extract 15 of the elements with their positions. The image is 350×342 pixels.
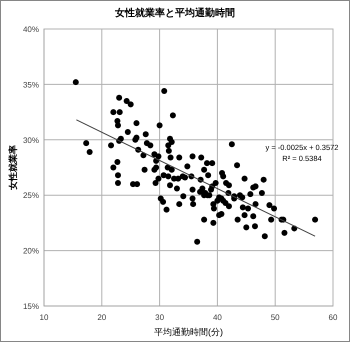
y-tick-label: 30% (22, 136, 39, 145)
x-tick-label: 60 (328, 313, 338, 322)
chart-title: 女性就業率と平均通勤時間 (114, 7, 235, 19)
x-axis-title: 平均通勤時間(分) (154, 327, 223, 337)
y-tick-label: 20% (22, 246, 39, 256)
y-tick-label: 40% (22, 25, 39, 34)
x-tick-label: 50 (270, 313, 280, 322)
x-tick-label: 40 (212, 313, 222, 322)
x-tick-label: 20 (97, 313, 107, 322)
y-tick-label: 35% (22, 80, 39, 90)
y-tick-label: 15% (22, 302, 39, 311)
x-tick-label: 10 (40, 313, 49, 322)
y-axis-title: 女性就業率 (8, 145, 18, 191)
x-tick-label: 30 (155, 313, 165, 322)
y-tick-label: 25% (22, 191, 39, 200)
